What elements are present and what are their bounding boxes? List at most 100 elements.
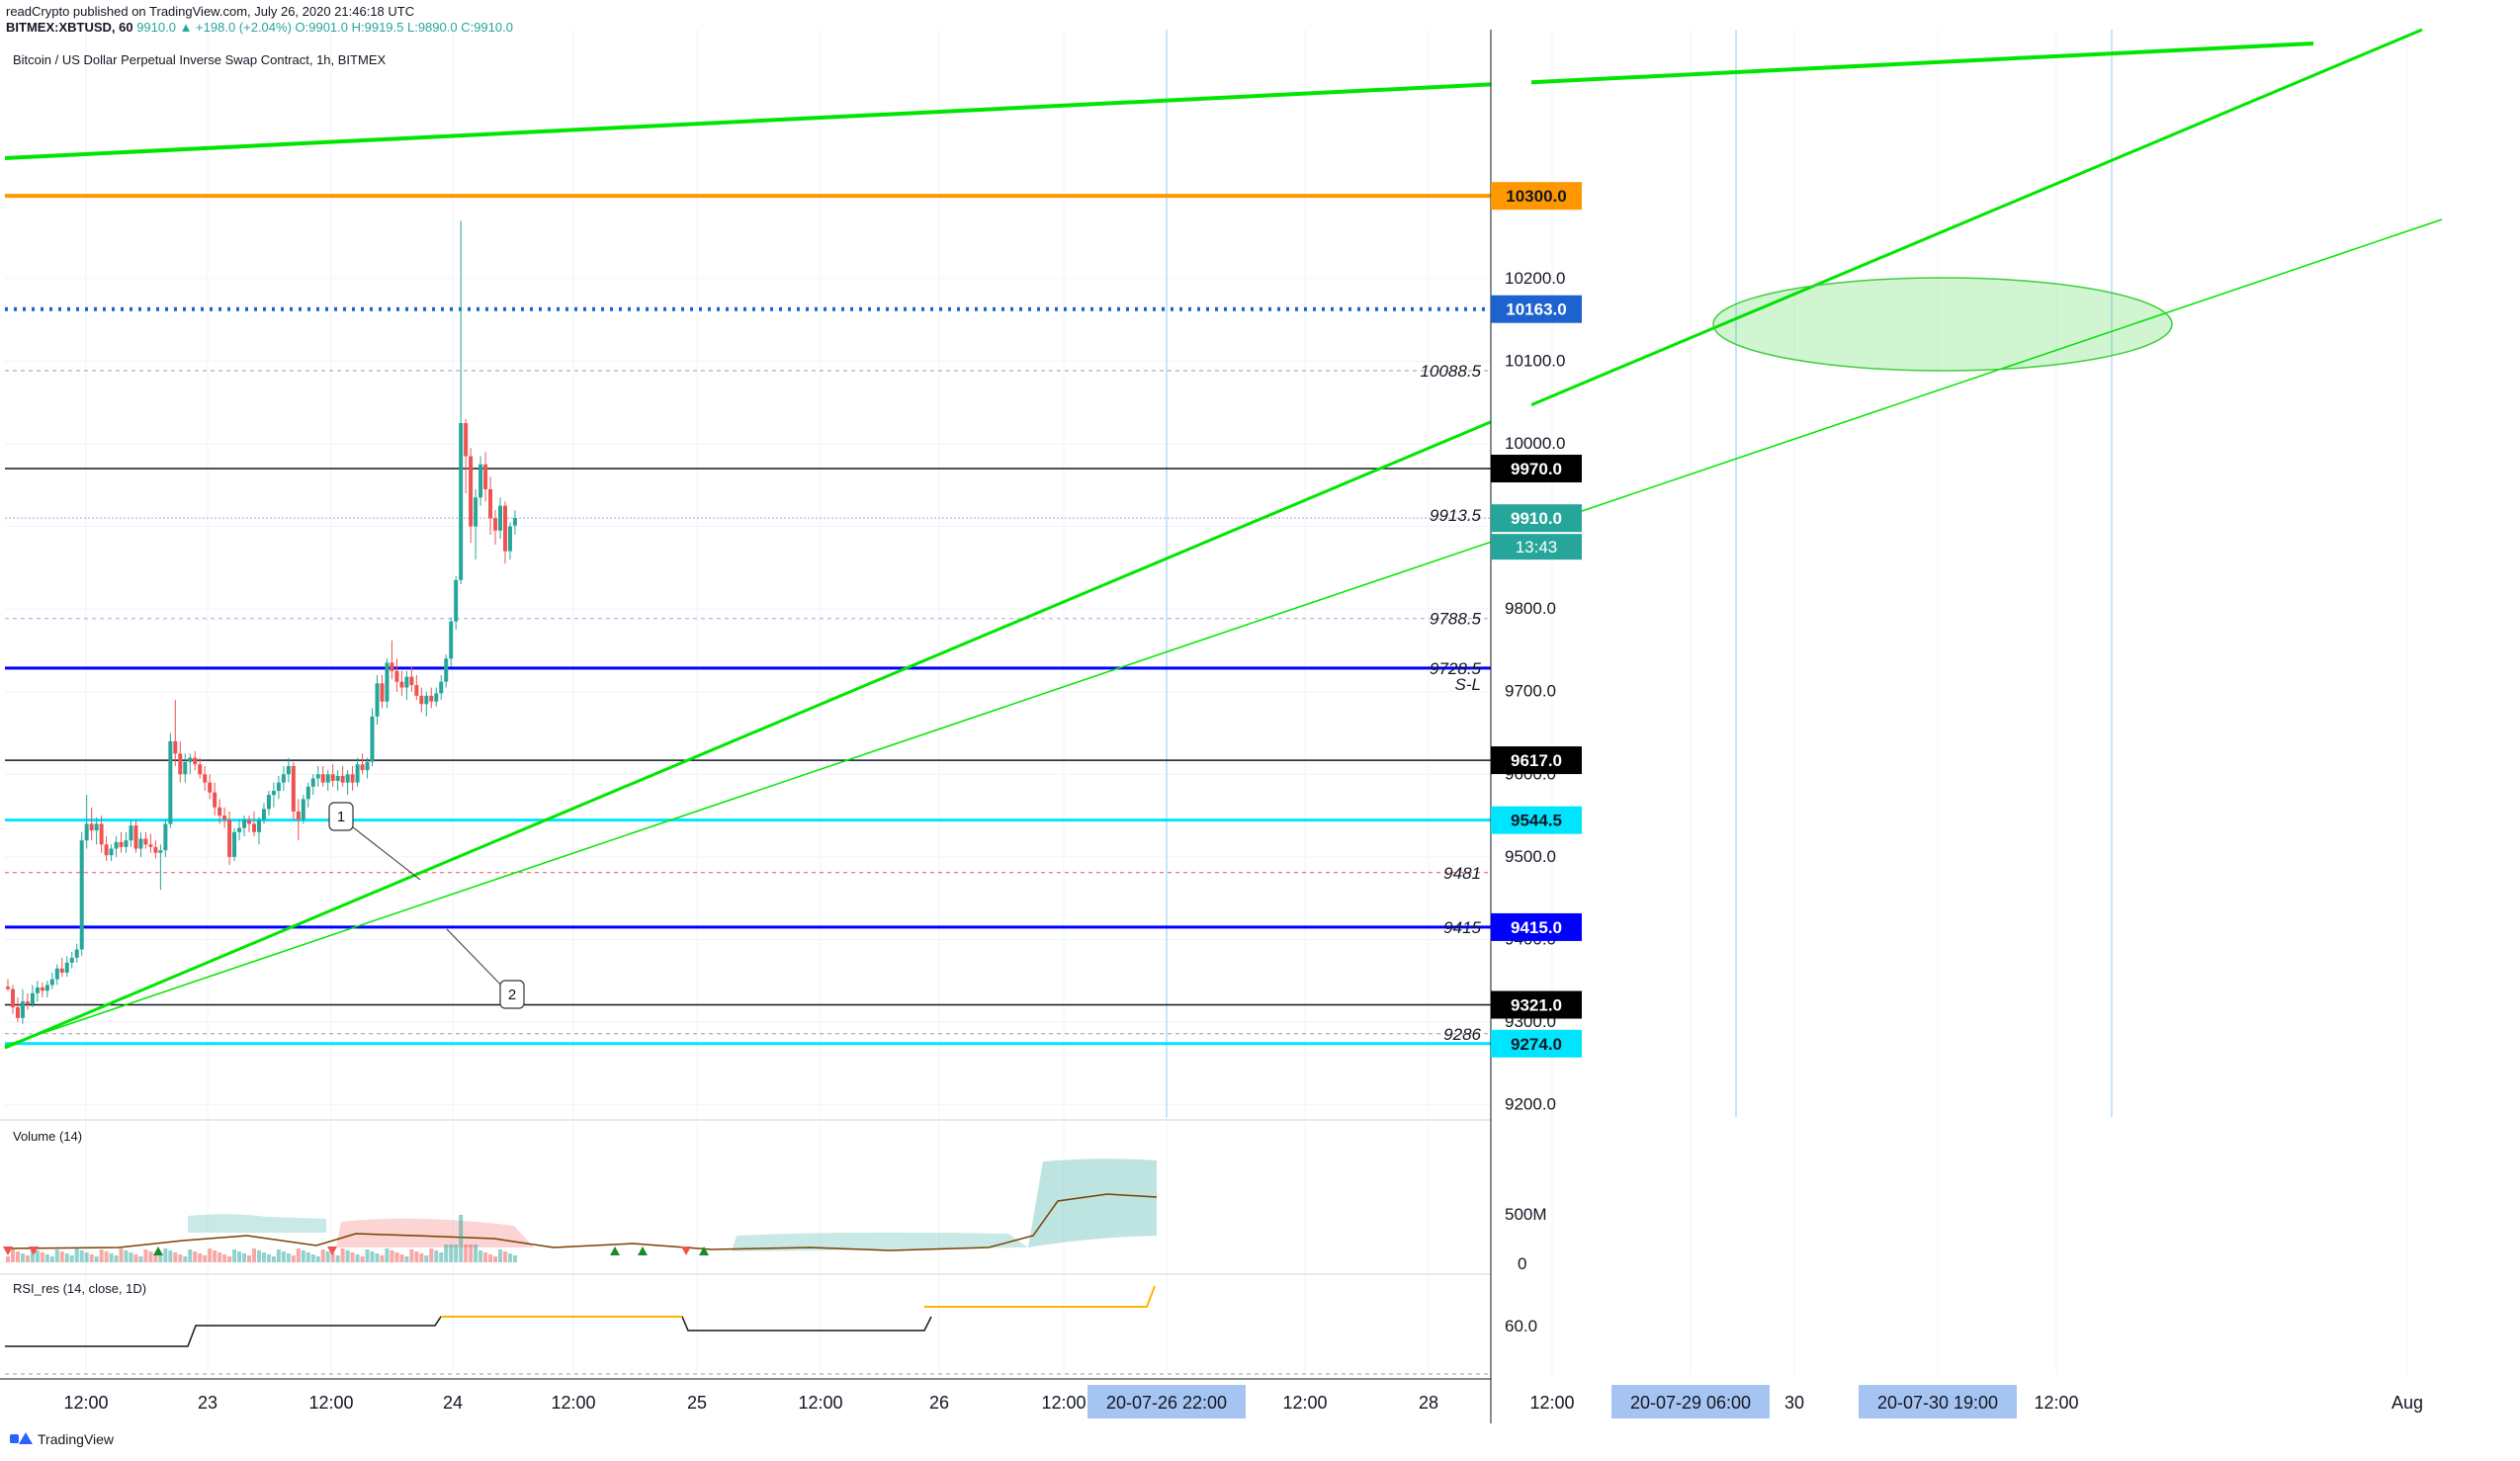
candle-body-2: [15, 1007, 20, 1018]
volume-bar-6: [35, 1250, 40, 1262]
volume-bar-22: [114, 1255, 119, 1262]
level-tag-bg-8: [1491, 990, 1582, 1019]
price-annotation-3: 9728.5: [1430, 659, 1482, 678]
volume-bar-24: [124, 1250, 129, 1262]
volume-panel-title: Volume (14): [13, 1129, 82, 1144]
level-tag-bg-9: [1491, 1029, 1582, 1058]
candle-body-85: [424, 695, 429, 705]
x-tick-label-16: 12:00: [2034, 1393, 2078, 1413]
candle-body-96: [478, 464, 483, 498]
volume-signal-7: [699, 1246, 709, 1255]
price-annotation-6: 9286: [1443, 1025, 1481, 1044]
candle-body-70: [350, 774, 355, 783]
candle-body-100: [498, 505, 502, 531]
volume-signal-0: [3, 1246, 13, 1255]
candle-body-27: [138, 838, 143, 849]
candle-body-51: [256, 819, 261, 832]
candle-body-80: [399, 681, 404, 688]
volume-bar-62: [310, 1254, 315, 1262]
level-tag-label-0: 10300.0: [1506, 187, 1566, 206]
candle-body-29: [148, 844, 153, 847]
level-tag-bg-6: [1491, 806, 1582, 834]
y-tick-label-6: 9800.0: [1505, 599, 1556, 618]
volume-bar-75: [375, 1253, 380, 1262]
callout-1-label: 1: [337, 809, 345, 825]
volume-bar-29: [148, 1251, 153, 1262]
volume-band-1: [188, 1214, 326, 1233]
volume-bar-23: [119, 1248, 124, 1262]
candle-body-73: [365, 761, 370, 771]
volume-bar-36: [183, 1256, 188, 1262]
tradingview-icon: [10, 1432, 33, 1446]
volume-bar-25: [129, 1252, 133, 1262]
candle-body-45: [227, 819, 232, 857]
volume-bar-9: [49, 1256, 54, 1262]
trendline-steep: [4, 28, 2423, 1050]
candle-body-89: [444, 658, 449, 682]
candle-body-4: [25, 1001, 30, 1004]
volume-bar-98: [488, 1254, 493, 1262]
candle-body-15: [79, 840, 84, 950]
volume-band-4: [1028, 1159, 1157, 1247]
candle-body-16: [84, 823, 89, 841]
candle-body-66: [330, 774, 335, 781]
x-tick-label-4: 12:00: [551, 1393, 595, 1413]
volume-bar-16: [84, 1252, 89, 1262]
stop-loss-label: S-L: [1455, 675, 1481, 694]
candle-body-43: [217, 807, 222, 816]
x-tick-label-2: 12:00: [308, 1393, 353, 1413]
volume-bar-69: [345, 1250, 350, 1262]
level-tag-label-3: 9910.0: [1511, 509, 1562, 528]
candle-body-30: [153, 846, 158, 853]
tradingview-logo[interactable]: TradingView: [10, 1431, 114, 1447]
volume-bar-79: [394, 1252, 399, 1262]
volume-bar-21: [109, 1253, 114, 1262]
trendline-lower: [4, 218, 2443, 1047]
price-annotation-4: 9481: [1443, 864, 1481, 883]
candle-body-102: [507, 526, 512, 552]
y-tick-label-3: 9500.0: [1505, 847, 1556, 866]
candle-body-86: [429, 695, 434, 702]
candle-body-99: [493, 518, 498, 531]
volume-band-3: [732, 1232, 1028, 1251]
candle-body-91: [454, 579, 459, 622]
volume-bar-27: [138, 1256, 143, 1262]
candle-body-94: [469, 456, 474, 527]
volume-bar-76: [380, 1255, 385, 1262]
volume-bar-70: [350, 1252, 355, 1262]
candle-body-84: [419, 695, 424, 705]
candle-body-95: [474, 497, 478, 527]
volume-bar-66: [330, 1253, 335, 1262]
candle-body-92: [459, 423, 464, 580]
volume-bar-94: [469, 1245, 474, 1262]
symbol-ohlc: BITMEX:XBTUSD, 60 9910.0 ▲ +198.0 (+2.04…: [6, 20, 513, 35]
callout-1-box: [328, 802, 354, 831]
volume-bar-101: [502, 1251, 507, 1262]
volume-signal-3: [327, 1246, 337, 1255]
volume-bar-11: [59, 1251, 64, 1262]
volume-bar-26: [133, 1254, 138, 1262]
volume-bar-42: [213, 1250, 217, 1262]
candle-body-103: [512, 518, 517, 526]
candle-body-5: [30, 992, 35, 1004]
volume-bar-97: [483, 1252, 488, 1262]
y-tick-label-0: 9200.0: [1505, 1095, 1556, 1114]
candle-body-64: [320, 774, 325, 783]
volume-bar-41: [208, 1248, 213, 1262]
volume-bar-7: [40, 1252, 44, 1262]
candle-body-19: [99, 823, 104, 845]
candle-body-21: [109, 848, 114, 856]
countdown-bg: [1491, 534, 1582, 560]
volume-bar-56: [281, 1251, 286, 1262]
candle-body-0: [6, 987, 10, 989]
volume-bar-84: [419, 1253, 424, 1262]
x-tick-label-17: Aug: [2391, 1393, 2423, 1413]
candle-body-14: [74, 949, 79, 958]
rsi-tick-60: 60.0: [1505, 1317, 1537, 1335]
volume-bar-20: [104, 1251, 109, 1262]
volume-bar-54: [271, 1256, 276, 1262]
volume-bar-55: [276, 1249, 281, 1262]
volume-bar-49: [247, 1255, 252, 1262]
volume-signal-4: [610, 1246, 620, 1255]
